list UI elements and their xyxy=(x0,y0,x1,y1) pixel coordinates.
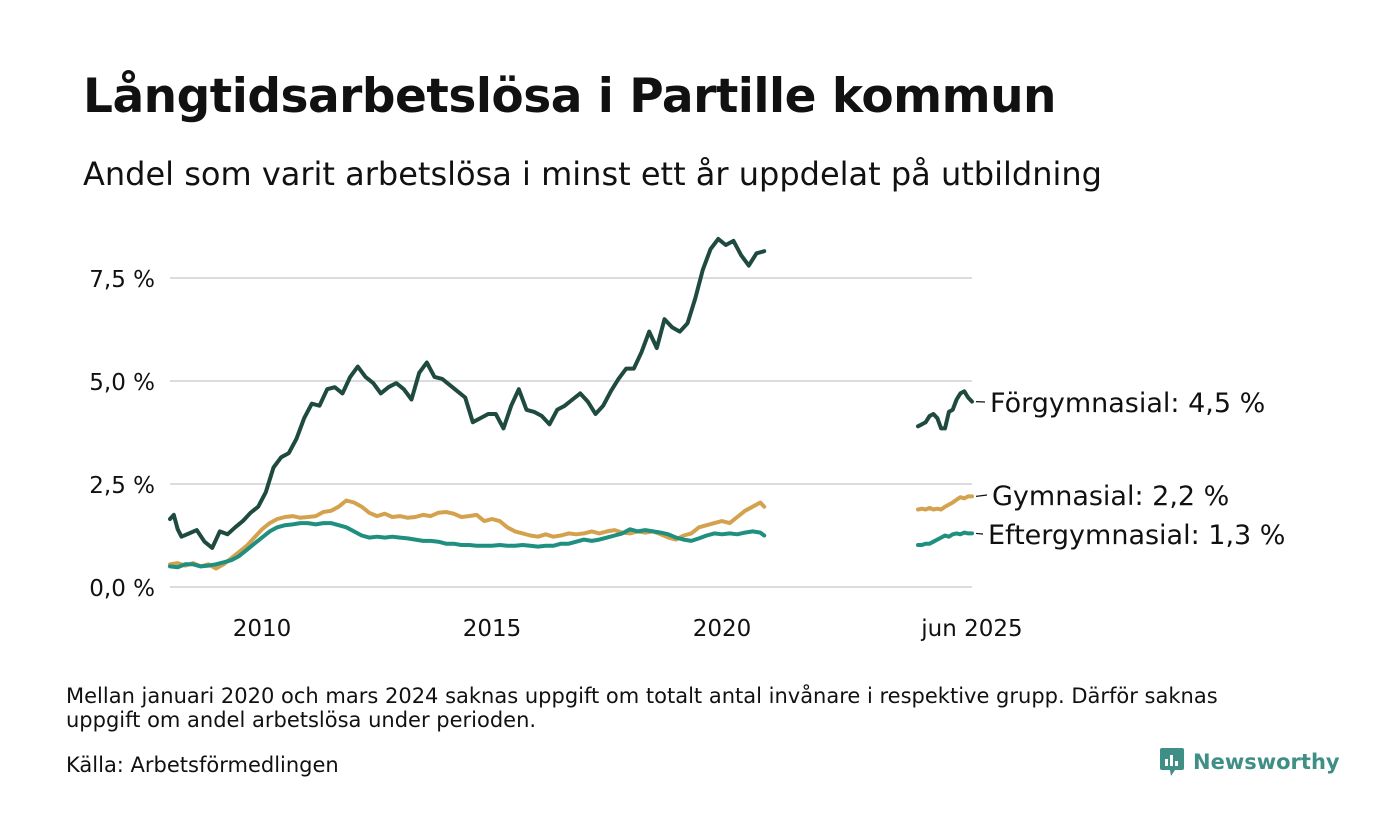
x-tick-label: 2015 xyxy=(463,616,522,642)
series-end-labels: Förgymnasial: 4,5 % Gymnasial: 2,2 % Efter… xyxy=(975,388,1285,551)
series-line-eftergymnasial xyxy=(916,530,974,547)
series-end-label: Förgymnasial: 4,5 % xyxy=(990,388,1265,419)
x-tick-label: 2010 xyxy=(233,616,292,642)
grid-lines xyxy=(170,277,972,588)
series-end-label: Eftergymnasial: 1,3 % xyxy=(988,520,1285,551)
label-leader xyxy=(975,532,984,535)
x-tick-label: jun 2025 xyxy=(920,616,1022,642)
brand-logo: Newsworthy xyxy=(1159,746,1340,778)
series-line-gymnasial xyxy=(168,498,767,571)
newsworthy-logo-icon xyxy=(1160,748,1184,776)
series-line-eftergymnasial xyxy=(168,521,767,570)
series-line-gymnasial xyxy=(916,494,974,512)
footnote: Mellan januari 2020 och mars 2024 saknas… xyxy=(66,684,1218,732)
label-leader xyxy=(975,494,988,497)
y-axis-ticks: 0,0 % 2,5 % 5,0 % 7,5 % xyxy=(89,267,155,602)
y-tick-label: 2,5 % xyxy=(89,473,155,499)
series-lines xyxy=(168,236,974,571)
y-tick-label: 7,5 % xyxy=(89,267,155,293)
series-line-frgymnasial xyxy=(168,236,767,550)
brand-name: Newsworthy xyxy=(1193,750,1340,774)
y-tick-label: 5,0 % xyxy=(89,370,155,396)
source-note: Källa: Arbetsförmedlingen xyxy=(66,753,339,777)
x-axis-ticks: 2010 2015 2020 jun 2025 xyxy=(233,616,1023,642)
series-end-label: Gymnasial: 2,2 % xyxy=(992,481,1229,512)
line-chart: 0,0 % 2,5 % 5,0 % 7,5 % 2010 2015 2020 jun 202… xyxy=(89,236,1285,642)
chart-subtitle: Andel som varit arbetslösa i minst ett å… xyxy=(83,155,1102,193)
series-line-frgymnasial xyxy=(916,389,974,431)
y-tick-label: 0,0 % xyxy=(89,576,155,602)
chart-title: Långtidsarbetslösa i Partille kommun xyxy=(83,69,1057,124)
x-tick-label: 2020 xyxy=(693,616,752,642)
